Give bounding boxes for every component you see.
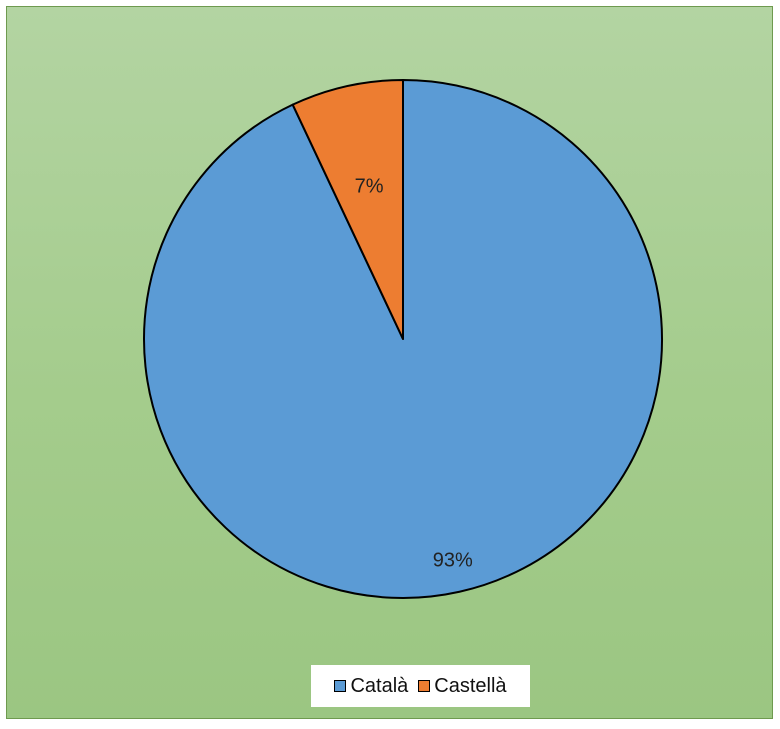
- legend-item-catala: Català: [334, 675, 408, 698]
- legend-item-castella: Castellà: [418, 674, 507, 698]
- legend-label-catala: Català: [350, 674, 409, 697]
- legend-label-castella: Castellà: [434, 674, 507, 697]
- chart-area: 93% 7%: [6, 6, 773, 719]
- pie-chart: [143, 79, 663, 599]
- pie-slice-castella: [291, 79, 404, 340]
- legend-swatch-catala: [334, 680, 347, 692]
- data-label-castella: 7%: [354, 175, 384, 198]
- legend-swatch-castella: [418, 680, 431, 692]
- data-label-catala: 93%: [432, 549, 473, 572]
- legend: Català Castellà: [311, 665, 530, 707]
